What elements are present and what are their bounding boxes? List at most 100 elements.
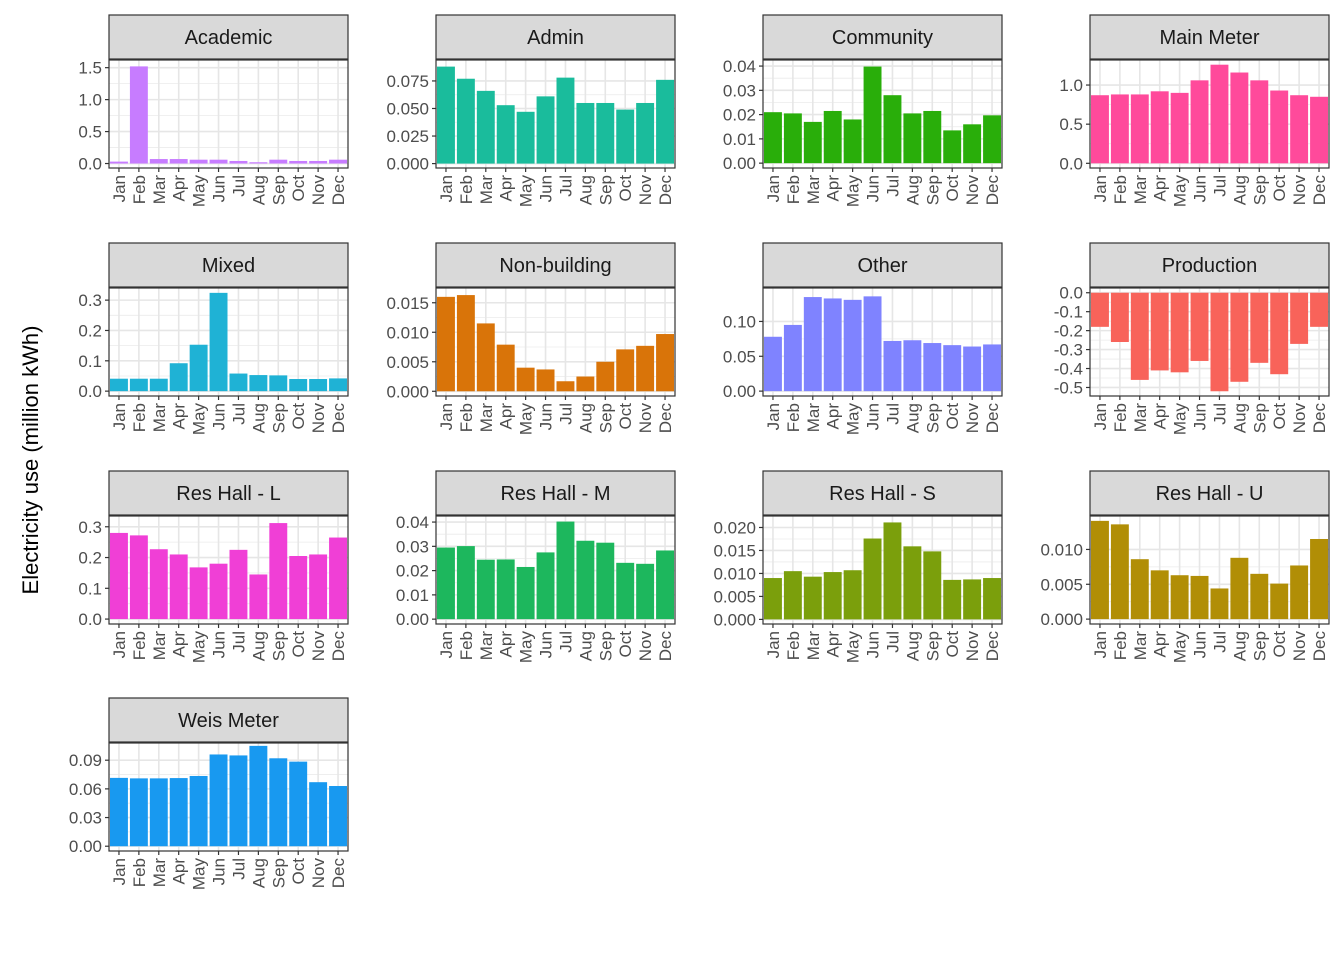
bar-dec — [1310, 292, 1329, 327]
bar-mar — [1130, 292, 1149, 380]
x-tick-label-dec: Dec — [329, 403, 348, 434]
x-tick-label-aug: Aug — [1230, 175, 1249, 205]
x-tick-label-jun: Jun — [537, 175, 556, 202]
panel-border — [108, 59, 349, 169]
bar-nov — [1290, 95, 1309, 164]
bar-feb — [456, 546, 475, 620]
bar-dec — [983, 115, 1002, 164]
x-tick-label-apr: Apr — [824, 631, 843, 658]
y-tick-label: 0.005 — [1040, 575, 1083, 594]
facet-strip — [1089, 242, 1330, 288]
bar-apr — [1150, 570, 1169, 620]
bar-apr — [1150, 292, 1169, 371]
bar-jul — [1210, 588, 1229, 620]
x-tick-label-jan: Jan — [110, 631, 129, 658]
facet-title: Res Hall - M — [500, 483, 610, 505]
bar-jun — [1190, 575, 1209, 620]
x-tick-label-feb: Feb — [1111, 631, 1130, 660]
bar-jan — [436, 66, 455, 164]
panel-background — [109, 516, 348, 624]
bar-jan — [1090, 95, 1109, 164]
bar-mar — [149, 378, 168, 392]
bar-apr — [496, 105, 515, 164]
bar-oct — [1270, 583, 1289, 620]
x-tick-label-apr: Apr — [1151, 175, 1170, 202]
x-tick-label-may: May — [1171, 175, 1190, 208]
x-tick-label-apr: Apr — [170, 175, 189, 202]
x-tick-label-jan: Jan — [110, 403, 129, 430]
x-tick-label-may: May — [517, 631, 536, 664]
x-tick-label-aug: Aug — [903, 175, 922, 205]
facet-title: Admin — [527, 27, 584, 49]
x-tick-label-mar: Mar — [1131, 631, 1150, 661]
facet-title: Res Hall - L — [176, 483, 280, 505]
x-tick-label-jun: Jun — [210, 631, 229, 658]
x-tick-label-oct: Oct — [1270, 403, 1289, 430]
x-tick-label-nov: Nov — [963, 403, 982, 434]
x-tick-label-nov: Nov — [309, 403, 328, 434]
x-tick-label-feb: Feb — [130, 403, 149, 432]
y-tick-label: 0.010 — [1040, 540, 1083, 559]
y-tick-label: 0.02 — [396, 562, 429, 581]
facet-strip — [762, 470, 1003, 516]
x-tick-label-may: May — [844, 403, 863, 436]
facet-title: Non-building — [499, 255, 611, 277]
bar-feb — [129, 66, 148, 164]
bar-nov — [636, 345, 655, 392]
x-tick-label-mar: Mar — [1131, 175, 1150, 205]
y-tick-label: 0.5 — [78, 123, 102, 142]
bar-nov — [963, 579, 982, 620]
bar-jun — [209, 563, 228, 620]
y-tick-label: -0.1 — [1054, 303, 1083, 322]
bar-jul — [229, 755, 248, 847]
x-tick-label-aug: Aug — [903, 403, 922, 433]
x-tick-label-mar: Mar — [804, 175, 823, 205]
x-tick-label-apr: Apr — [824, 175, 843, 202]
bar-apr — [169, 778, 188, 847]
x-tick-label-jul: Jul — [883, 175, 902, 197]
x-tick-label-jan: Jan — [1091, 403, 1110, 430]
x-tick-label-apr: Apr — [497, 403, 516, 430]
bar-dec — [656, 79, 675, 164]
y-tick-label: 0.075 — [386, 72, 429, 91]
x-tick-label-may: May — [190, 858, 209, 891]
bar-feb — [129, 535, 148, 620]
bar-jun — [863, 66, 882, 164]
bar-jan — [763, 578, 782, 620]
bar-sep — [596, 542, 615, 620]
bar-oct — [289, 761, 308, 847]
bar-mar — [803, 121, 822, 164]
facet-strip — [435, 242, 676, 288]
x-tick-label-jul: Jul — [229, 858, 248, 880]
x-tick-label-jan: Jan — [110, 175, 129, 202]
y-tick-label: 1.0 — [78, 91, 102, 110]
panel-border — [762, 515, 1003, 625]
x-tick-label-may: May — [1171, 403, 1190, 436]
x-tick-label-oct: Oct — [289, 631, 308, 658]
bar-may — [516, 111, 535, 164]
x-tick-label-sep: Sep — [269, 175, 288, 205]
facet-admin: Admin 0.000 0.025 0.050 0.075 Jan Feb Mar Apr May… — [386, 14, 676, 207]
y-tick-label: 0.05 — [723, 347, 756, 366]
panel-border — [108, 287, 349, 397]
facet-strip — [108, 14, 349, 60]
bar-jan — [109, 161, 128, 164]
x-tick-label-oct: Oct — [289, 403, 308, 430]
y-tick-label: 0.03 — [723, 81, 756, 100]
bar-oct — [289, 379, 308, 392]
panel-border — [762, 59, 1003, 169]
panel-border — [762, 287, 1003, 397]
bar-nov — [309, 554, 328, 620]
x-tick-label-aug: Aug — [249, 175, 268, 205]
bar-dec — [1310, 538, 1329, 620]
x-tick-label-apr: Apr — [1151, 403, 1170, 430]
x-tick-label-sep: Sep — [596, 403, 615, 433]
x-tick-label-mar: Mar — [150, 403, 169, 433]
facet-title: Mixed — [202, 255, 255, 277]
x-tick-label-dec: Dec — [1310, 175, 1329, 206]
panel-background — [1090, 60, 1329, 168]
bar-feb — [129, 778, 148, 847]
y-tick-label: 0.00 — [396, 610, 429, 629]
